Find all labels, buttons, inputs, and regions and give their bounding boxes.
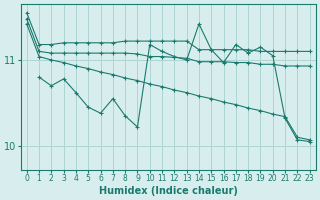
X-axis label: Humidex (Indice chaleur): Humidex (Indice chaleur) [99, 186, 238, 196]
